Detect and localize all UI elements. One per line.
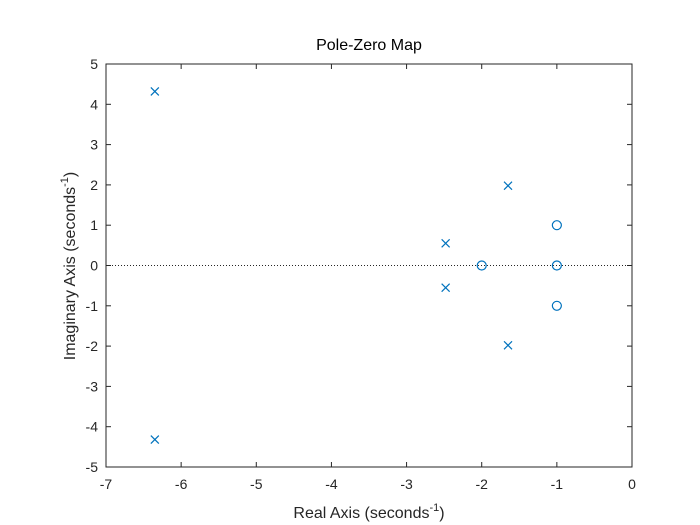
zero-marker <box>551 220 562 231</box>
y-tick-label: 5 <box>90 56 98 72</box>
y-tick-label: 4 <box>90 96 98 112</box>
zero-marker <box>476 260 487 271</box>
y-tick-label: -2 <box>86 338 99 354</box>
y-tick-label: -3 <box>86 378 99 394</box>
y-axis-title-text: Imaginary Axis (seconds <box>62 187 79 360</box>
pole-zero-markers <box>150 86 562 445</box>
pole-marker <box>441 283 451 293</box>
pole-marker <box>150 435 160 445</box>
pole-marker <box>150 86 160 96</box>
chart-title: Pole-Zero Map <box>316 37 422 54</box>
y-axis-ticks: -5 -4 -3 -2 -1 0 1 2 3 4 5 <box>86 56 632 475</box>
y-tick-label: -1 <box>86 298 99 314</box>
y-tick-label: -5 <box>86 459 99 475</box>
x-tick-label: 0 <box>628 476 636 492</box>
x-tick-label: -4 <box>325 476 338 492</box>
zero-marker <box>551 300 562 311</box>
y-tick-label: 0 <box>90 258 98 274</box>
x-tick-label: -3 <box>400 476 413 492</box>
y-tick-label: 2 <box>90 177 98 193</box>
plot-area-border <box>105 63 633 468</box>
pole-marker <box>503 340 513 350</box>
x-tick-label: -6 <box>175 476 188 492</box>
x-axis-title-close: ) <box>439 505 444 522</box>
x-axis-title: Real Axis (seconds-1) <box>293 502 444 522</box>
y-tick-label: -4 <box>86 419 99 435</box>
y-tick-label: 1 <box>90 217 98 233</box>
y-tick-label: 3 <box>90 137 98 153</box>
pole-marker <box>441 238 451 248</box>
x-tick-label: -2 <box>475 476 488 492</box>
y-axis-title-exponent: -1 <box>59 177 71 187</box>
x-tick-label: -5 <box>250 476 263 492</box>
x-axis-ticks: -7 -6 -5 -4 -3 -2 -1 0 <box>100 64 636 492</box>
pole-marker <box>503 181 513 191</box>
y-axis-title: Imaginary Axis (seconds-1) <box>59 172 79 361</box>
x-axis-title-text: Real Axis (seconds <box>293 505 429 522</box>
zero-marker <box>551 260 562 271</box>
y-axis-title-close: ) <box>62 172 79 177</box>
x-tick-label: -1 <box>551 476 564 492</box>
x-axis-title-exponent: -1 <box>429 502 439 514</box>
x-tick-label: -7 <box>100 476 113 492</box>
